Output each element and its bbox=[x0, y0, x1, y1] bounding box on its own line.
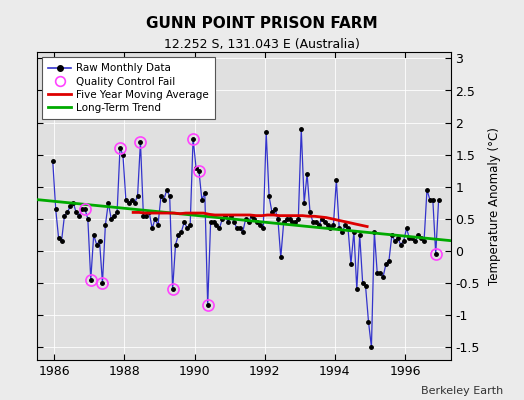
Legend: Raw Monthly Data, Quality Control Fail, Five Year Moving Average, Long-Term Tren: Raw Monthly Data, Quality Control Fail, … bbox=[42, 57, 215, 119]
Text: 12.252 S, 131.043 E (Australia): 12.252 S, 131.043 E (Australia) bbox=[164, 38, 360, 51]
Text: GUNN POINT PRISON FARM: GUNN POINT PRISON FARM bbox=[146, 16, 378, 31]
Y-axis label: Temperature Anomaly (°C): Temperature Anomaly (°C) bbox=[488, 127, 501, 285]
Text: Berkeley Earth: Berkeley Earth bbox=[421, 386, 503, 396]
